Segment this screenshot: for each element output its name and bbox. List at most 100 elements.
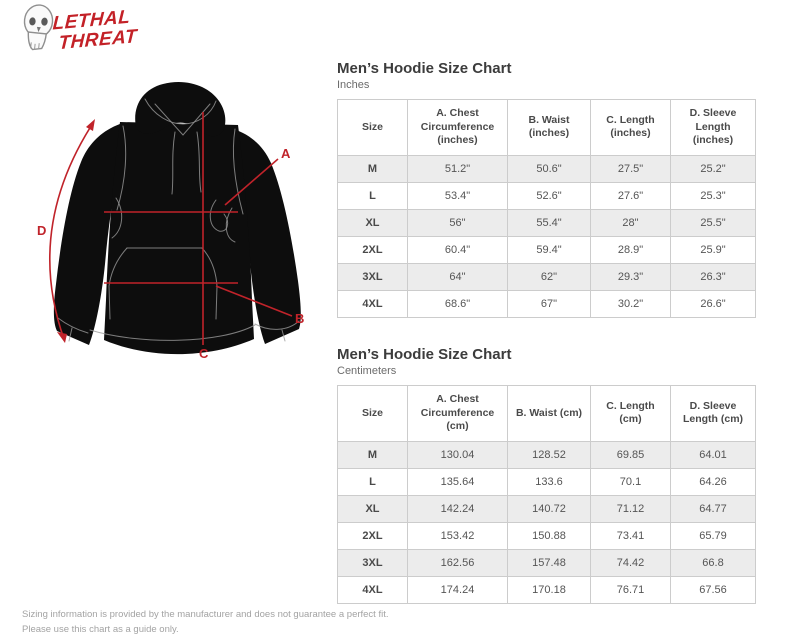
value-cell: 76.71: [590, 575, 671, 604]
chest-leader-line: [224, 158, 279, 206]
size-chart-section-centimeters: Men’s Hoodie Size Chart Centimeters Size…: [337, 346, 756, 604]
disclaimer-line-2: Please use this chart as a guide only.: [22, 624, 179, 635]
size-cell: 3XL: [337, 262, 408, 291]
column-header: C. Length (cm): [590, 384, 671, 442]
value-cell: 56": [407, 208, 508, 237]
value-cell: 26.6": [670, 289, 756, 318]
column-header: B. Waist (inches): [507, 99, 591, 156]
value-cell: 142.24: [407, 494, 508, 523]
hoodie-measurement-diagram: A B C D: [20, 78, 320, 368]
table-row: 3XL 64" 62" 29.3" 26.3": [337, 262, 756, 291]
value-cell: 64.77: [670, 494, 756, 523]
value-cell: 71.12: [590, 494, 671, 523]
size-cell: 4XL: [337, 289, 408, 318]
table-row: XL 142.24 140.72 71.12 64.77: [337, 494, 756, 523]
column-header: A. Chest Circumference (inches): [407, 99, 508, 156]
value-cell: 29.3": [590, 262, 671, 291]
table-row: 2XL 153.42 150.88 73.41 65.79: [337, 521, 756, 550]
value-cell: 53.4": [407, 181, 508, 210]
value-cell: 74.42: [590, 548, 671, 577]
value-cell: 25.5": [670, 208, 756, 237]
value-cell: 25.2": [670, 154, 756, 183]
value-cell: 67.56: [670, 575, 756, 604]
sleeve-measure-curve: [48, 122, 94, 340]
value-cell: 140.72: [507, 494, 591, 523]
header-row: Size A. Chest Circumference (cm) B. Waist …: [337, 384, 756, 442]
value-cell: 60.4": [407, 235, 508, 264]
arrowhead-top-icon: [86, 119, 95, 131]
value-cell: 64.26: [670, 467, 756, 496]
size-cell: 4XL: [337, 575, 408, 604]
size-cell: M: [337, 154, 408, 183]
measurement-label-b: B: [295, 311, 304, 326]
table-row: 3XL 162.56 157.48 74.42 66.8: [337, 548, 756, 577]
table-row: XL 56" 55.4" 28" 25.5": [337, 208, 756, 237]
size-cell: 2XL: [337, 235, 408, 264]
measurement-overlay: A B C D: [37, 112, 304, 361]
brand-logo-graphic: LETHAL THREAT: [23, 4, 138, 54]
brand-logo: LETHAL THREAT: [18, 2, 158, 62]
size-table-centimeters: Size A. Chest Circumference (cm) B. Waist …: [337, 384, 756, 604]
value-cell: 25.9": [670, 235, 756, 264]
section-subtitle: Inches: [337, 79, 370, 91]
hoodie-diagram-graphic: A B C D: [37, 81, 304, 361]
value-cell: 70.1: [590, 467, 671, 496]
value-cell: 73.41: [590, 521, 671, 550]
value-cell: 59.4": [507, 235, 591, 264]
size-cell: 3XL: [337, 548, 408, 577]
value-cell: 26.3": [670, 262, 756, 291]
value-cell: 67": [507, 289, 591, 318]
value-cell: 170.18: [507, 575, 591, 604]
value-cell: 69.85: [590, 440, 671, 469]
size-cell: M: [337, 440, 408, 469]
table-row: L 135.64 133.6 70.1 64.26: [337, 467, 756, 496]
size-cell: XL: [337, 208, 408, 237]
size-cell: 2XL: [337, 521, 408, 550]
size-cell: L: [337, 181, 408, 210]
value-cell: 27.5": [590, 154, 671, 183]
measurement-label-c: C: [199, 346, 209, 361]
table-row: 4XL 68.6" 67" 30.2" 26.6": [337, 289, 756, 318]
section-title: Men’s Hoodie Size Chart: [337, 60, 512, 77]
column-header: Size: [337, 384, 408, 442]
table-row: 4XL 174.24 170.18 76.71 67.56: [337, 575, 756, 604]
section-title: Men’s Hoodie Size Chart: [337, 345, 512, 363]
measurement-label-d: D: [37, 223, 46, 238]
value-cell: 50.6": [507, 154, 591, 183]
value-cell: 62": [507, 262, 591, 291]
value-cell: 55.4": [507, 208, 591, 237]
column-header: B. Waist (cm): [507, 384, 591, 442]
disclaimer-line-1: Sizing information is provided by the ma…: [22, 609, 389, 620]
value-cell: 64": [407, 262, 508, 291]
measurement-label-a: A: [281, 146, 291, 161]
value-cell: 28": [590, 208, 671, 237]
value-cell: 64.01: [670, 440, 756, 469]
value-cell: 51.2": [407, 154, 508, 183]
value-cell: 128.52: [507, 440, 591, 469]
section-subtitle: Centimeters: [337, 364, 397, 377]
size-table-inches: Size A. Chest Circumference (inches) B. Wa…: [337, 99, 756, 318]
value-cell: 153.42: [407, 521, 508, 550]
column-header: D. Sleeve Length (inches): [670, 99, 756, 156]
size-cell: XL: [337, 494, 408, 523]
value-cell: 66.8: [670, 548, 756, 577]
value-cell: 162.56: [407, 548, 508, 577]
value-cell: 157.48: [507, 548, 591, 577]
header-row: Size A. Chest Circumference (inches) B. Wa…: [337, 99, 756, 156]
arrowhead-bottom-icon: [57, 332, 67, 343]
size-cell: L: [337, 467, 408, 496]
skull-icon: [23, 4, 54, 51]
value-cell: 25.3": [670, 181, 756, 210]
size-chart-section-inches: Men’s Hoodie Size Chart Inches Size A. Ch…: [337, 60, 756, 318]
value-cell: 150.88: [507, 521, 591, 550]
column-header: A. Chest Circumference (cm): [407, 384, 508, 442]
value-cell: 174.24: [407, 575, 508, 604]
waist-leader-line: [215, 285, 293, 317]
value-cell: 130.04: [407, 440, 508, 469]
table-row: M 130.04 128.52 69.85 64.01: [337, 440, 756, 469]
column-header: Size: [337, 99, 408, 156]
disclaimer: Sizing information is provided by the ma…: [22, 607, 389, 637]
value-cell: 27.6": [590, 181, 671, 210]
value-cell: 30.2": [590, 289, 671, 318]
